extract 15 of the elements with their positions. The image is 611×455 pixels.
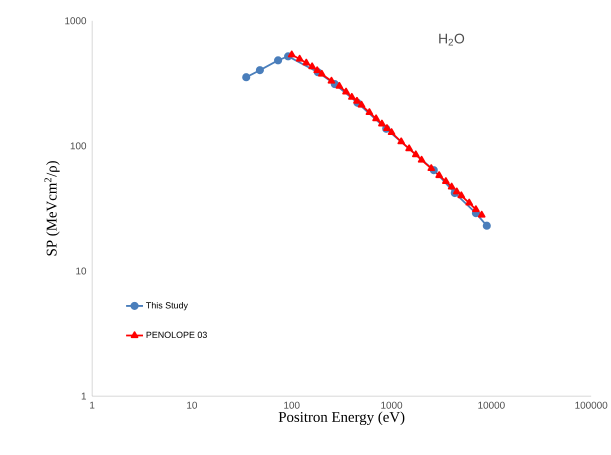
annotation: H$_{2}$O bbox=[439, 34, 464, 46]
legend-label: PENOLOPE 03 bbox=[146, 332, 207, 338]
x-tick-label: 1 bbox=[90, 402, 94, 409]
x-tick-label: 1000 bbox=[381, 402, 402, 409]
x-tick-label: 100000 bbox=[575, 402, 608, 409]
y-axis-title: SP (MeVcm$^{2}$/ρ) bbox=[44, 161, 60, 256]
legend-label: This Study bbox=[146, 302, 188, 310]
x-tick-label: 10 bbox=[187, 402, 198, 409]
y-tick-label: 1000 bbox=[65, 18, 86, 25]
y-tick-label: 10 bbox=[76, 268, 86, 275]
y-tick-label: 1 bbox=[82, 392, 86, 400]
x-tick-label: 10000 bbox=[478, 402, 505, 409]
x-axis-title: Positron Energy (eV) bbox=[278, 412, 404, 426]
y-tick-label: 100 bbox=[70, 142, 86, 150]
x-tick-label: 100 bbox=[284, 402, 300, 409]
